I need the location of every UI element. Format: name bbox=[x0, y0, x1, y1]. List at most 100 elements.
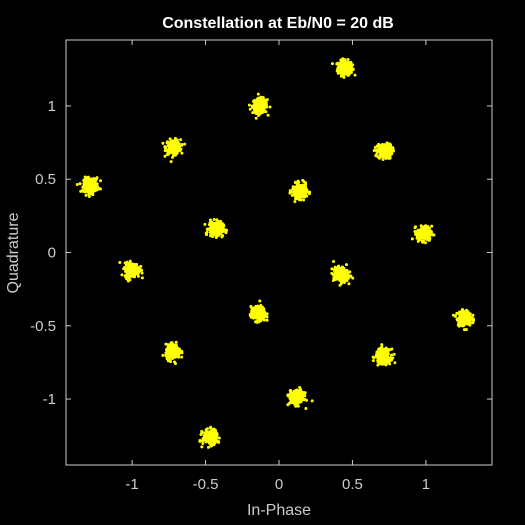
scatter-point bbox=[165, 141, 169, 145]
scatter-point bbox=[292, 398, 296, 402]
scatter-point bbox=[338, 283, 342, 287]
scatter-point bbox=[131, 267, 135, 271]
scatter-point bbox=[334, 277, 338, 281]
y-axis-ticks: 1 0.5 0 -0.5 -1 bbox=[30, 98, 492, 408]
scatter-point bbox=[304, 193, 308, 197]
scatter-point bbox=[161, 353, 165, 357]
scatter-point bbox=[169, 359, 173, 363]
scatter-point bbox=[382, 150, 386, 154]
scatter-point bbox=[123, 275, 127, 279]
scatter-point bbox=[380, 361, 384, 365]
scatter-point bbox=[86, 186, 90, 190]
scatter-point bbox=[136, 269, 140, 273]
y-tick-label: -0.5 bbox=[30, 318, 56, 335]
scatter-point bbox=[293, 191, 297, 195]
scatter-point bbox=[172, 142, 176, 146]
scatter-point bbox=[208, 218, 212, 222]
scatter-point bbox=[99, 179, 103, 183]
scatter-point bbox=[346, 71, 350, 75]
scatter-point bbox=[164, 342, 168, 346]
scatter-point bbox=[170, 352, 174, 356]
scatter-point bbox=[98, 187, 102, 191]
scatter-point bbox=[296, 197, 300, 201]
scatter-point bbox=[460, 310, 464, 314]
scatter-point bbox=[379, 354, 383, 358]
scatter-point bbox=[427, 236, 431, 240]
scatter-point bbox=[257, 113, 260, 117]
scatter-point bbox=[201, 442, 205, 446]
scatter-point bbox=[89, 182, 93, 186]
scatter-point bbox=[90, 185, 94, 189]
scatter-point bbox=[122, 265, 126, 269]
scatter-point bbox=[295, 184, 299, 188]
scatter-point bbox=[392, 352, 396, 356]
scatter-point bbox=[173, 353, 177, 357]
scatter-point bbox=[208, 234, 212, 238]
scatter-point bbox=[350, 67, 354, 71]
scatter-point bbox=[351, 63, 355, 67]
scatter-point bbox=[298, 189, 302, 193]
scatter-point bbox=[299, 198, 303, 202]
scatter-point bbox=[468, 321, 472, 325]
scatter-point bbox=[127, 275, 131, 279]
scatter-point bbox=[213, 223, 217, 227]
scatter-point bbox=[172, 148, 176, 152]
scatter-point bbox=[124, 263, 128, 267]
scatter-point bbox=[219, 219, 223, 223]
scatter-point bbox=[212, 218, 216, 222]
scatter-point bbox=[410, 237, 414, 241]
scatter-point bbox=[371, 359, 375, 363]
scatter-point bbox=[289, 396, 293, 400]
scatter-point bbox=[347, 282, 351, 286]
scatter-point bbox=[457, 324, 461, 328]
scatter-point bbox=[208, 433, 212, 437]
scatter-point bbox=[260, 311, 264, 315]
scatter-point bbox=[174, 152, 178, 156]
scatter-point bbox=[200, 445, 204, 449]
scatter-point bbox=[220, 235, 224, 239]
scatter-point bbox=[342, 266, 346, 270]
scatter-point bbox=[458, 319, 462, 323]
scatter-point bbox=[414, 225, 418, 229]
scatter-point bbox=[297, 186, 301, 190]
scatter-point bbox=[168, 137, 172, 141]
scatter-point bbox=[471, 319, 475, 323]
scatter-point bbox=[353, 73, 357, 77]
scatter-point bbox=[257, 105, 261, 109]
scatter-points bbox=[75, 57, 475, 449]
scatter-point bbox=[258, 299, 262, 303]
scatter-point bbox=[125, 277, 129, 281]
scatter-point bbox=[286, 403, 290, 407]
constellation-cluster bbox=[330, 260, 355, 287]
scatter-point bbox=[215, 226, 219, 230]
scatter-point bbox=[342, 69, 346, 73]
scatter-point bbox=[84, 193, 88, 197]
scatter-point bbox=[349, 274, 353, 278]
scatter-point bbox=[471, 313, 475, 317]
scatter-point bbox=[351, 276, 355, 280]
scatter-point bbox=[306, 190, 310, 194]
constellation-cluster bbox=[161, 136, 187, 164]
scatter-point bbox=[255, 316, 259, 320]
scatter-point bbox=[248, 314, 252, 318]
scatter-point bbox=[294, 391, 298, 395]
scatter-point bbox=[385, 349, 389, 353]
scatter-point bbox=[130, 271, 134, 275]
scatter-point bbox=[424, 224, 428, 228]
scatter-point bbox=[330, 62, 334, 66]
scatter-point bbox=[257, 305, 261, 309]
scatter-point bbox=[259, 110, 263, 114]
scatter-point bbox=[378, 362, 382, 366]
scatter-point bbox=[305, 398, 309, 402]
scatter-point bbox=[176, 348, 180, 352]
y-tick-label: 0 bbox=[48, 245, 56, 262]
scatter-point bbox=[259, 95, 263, 99]
scatter-point bbox=[175, 345, 179, 349]
x-tick-label: 0.5 bbox=[342, 476, 363, 493]
scatter-point bbox=[371, 355, 375, 359]
scatter-point bbox=[261, 99, 265, 103]
scatter-point bbox=[424, 241, 427, 245]
scatter-point bbox=[265, 318, 269, 322]
scatter-point bbox=[464, 327, 468, 331]
scatter-point bbox=[376, 358, 380, 362]
